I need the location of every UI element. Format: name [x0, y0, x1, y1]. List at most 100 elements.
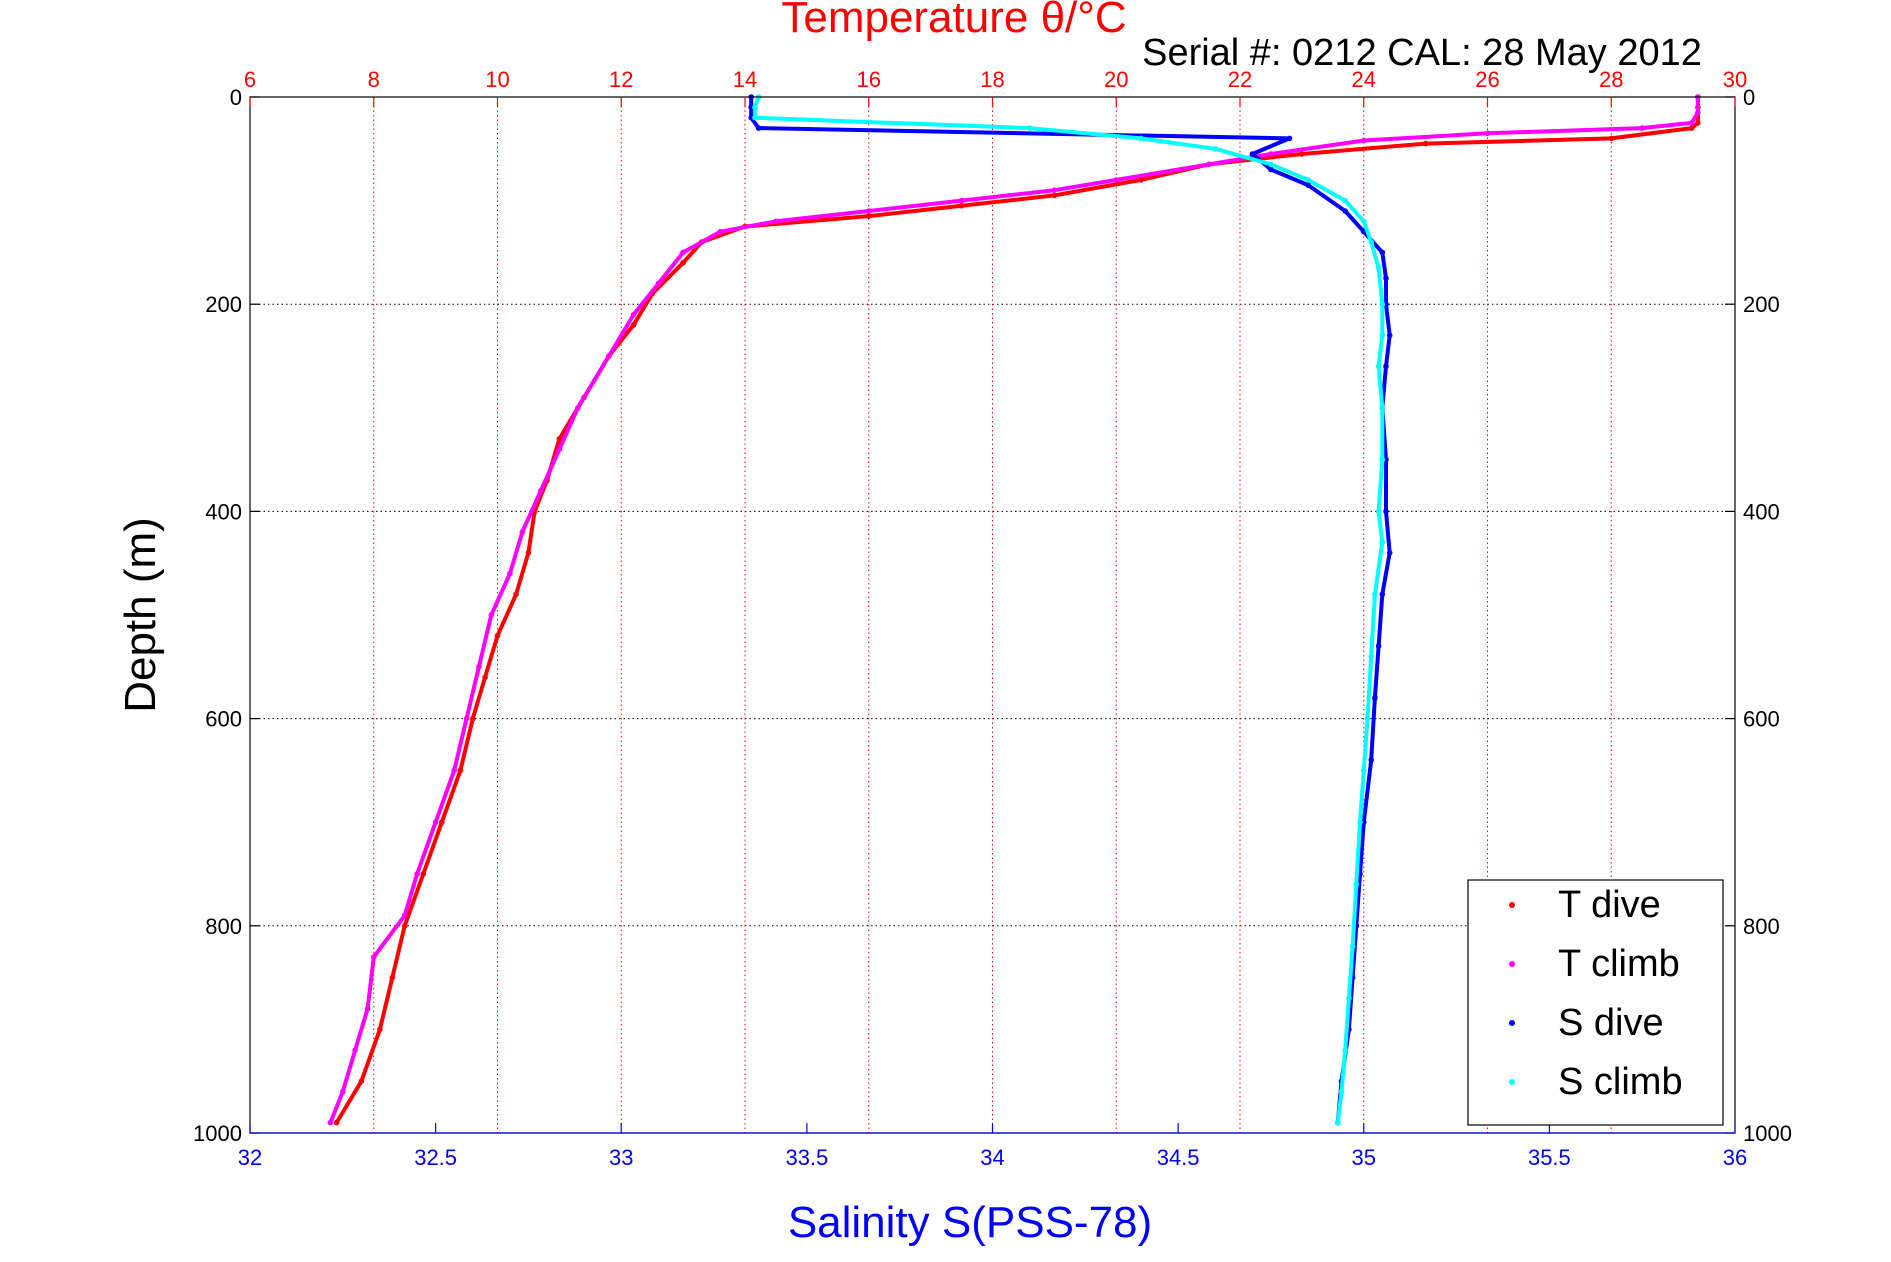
- data-point-s-dive: [1368, 757, 1374, 763]
- data-point-t-climb: [451, 767, 458, 774]
- legend-label-t-climb: T climb: [1558, 943, 1680, 985]
- temperature-tick-label: 26: [1475, 67, 1499, 92]
- data-point-t-climb: [519, 529, 526, 535]
- legend-marker-s-dive: [1509, 1020, 1515, 1026]
- data-point-t-dive: [1422, 140, 1429, 147]
- data-point-t-climb: [327, 1119, 334, 1126]
- data-point-t-dive: [556, 436, 563, 442]
- data-point-t-climb: [680, 249, 686, 256]
- data-point-t-dive: [401, 923, 408, 929]
- data-point-t-climb: [1206, 161, 1212, 168]
- data-point-t-dive: [1138, 177, 1144, 183]
- data-point-t-dive: [420, 871, 427, 877]
- data-point-s-dive: [1383, 508, 1389, 515]
- data-point-s-climb: [1364, 715, 1371, 722]
- data-point-s-climb: [1379, 456, 1386, 463]
- y-tick-label-right: 400: [1743, 499, 1780, 524]
- data-point-t-climb: [1695, 109, 1701, 116]
- y-tick-label-left: 0: [230, 85, 242, 110]
- data-point-s-dive: [1375, 643, 1382, 649]
- salinity-tick-label: 34.5: [1157, 1145, 1200, 1170]
- data-point-s-climb: [1338, 1088, 1345, 1095]
- data-point-s-climb: [1375, 508, 1382, 515]
- data-point-t-dive: [680, 260, 686, 266]
- salinity-tick-label: 32.5: [414, 1145, 457, 1170]
- data-point-s-climb: [1379, 539, 1386, 546]
- chart-subtitle: Serial #: 0212 CAL: 28 May 2012: [1142, 32, 1702, 74]
- y-tick-label-left: 400: [205, 499, 242, 524]
- temperature-tick-label: 18: [980, 67, 1004, 92]
- salinity-tick-label: 35.5: [1528, 1145, 1571, 1170]
- data-point-t-climb: [538, 487, 544, 494]
- data-point-t-climb: [507, 570, 513, 577]
- data-point-s-dive: [1372, 695, 1378, 701]
- y-tick-label-right: 600: [1743, 707, 1780, 732]
- y-tick-label-right: 1000: [1743, 1121, 1792, 1146]
- data-point-s-climb: [1346, 995, 1352, 1002]
- legend-label-t-dive: T dive: [1558, 884, 1661, 926]
- data-point-s-climb: [1138, 135, 1144, 142]
- temperature-tick-label: 24: [1352, 67, 1376, 92]
- y-tick-label-left: 600: [205, 707, 242, 732]
- data-point-s-climb: [1349, 943, 1356, 950]
- y-tick-label-left: 200: [205, 292, 242, 317]
- data-point-t-climb: [1268, 151, 1274, 157]
- data-point-s-climb: [1268, 161, 1274, 168]
- data-point-s-climb: [1026, 125, 1033, 131]
- data-point-s-dive: [1268, 166, 1274, 173]
- data-point-s-dive: [1342, 208, 1348, 214]
- data-point-t-climb: [1361, 137, 1367, 144]
- legend: T dive T climb S dive S climb: [1467, 879, 1724, 1126]
- data-point-t-climb: [1051, 187, 1058, 193]
- data-point-t-climb: [606, 353, 612, 359]
- data-point-t-dive: [377, 1026, 383, 1033]
- plot-data: [327, 94, 1701, 1126]
- data-point-s-climb: [1372, 591, 1378, 598]
- salinity-tick-label: 32: [238, 1145, 262, 1170]
- data-point-s-dive: [1286, 135, 1293, 142]
- temperature-tick-label: 22: [1228, 67, 1252, 92]
- legend-marker-s-climb: [1509, 1079, 1515, 1085]
- salinity-tick-label: 34: [980, 1145, 1004, 1170]
- data-point-s-dive: [1386, 550, 1393, 556]
- data-point-s-climb: [1353, 881, 1360, 888]
- temperature-tick-label: 6: [244, 67, 256, 92]
- data-point-s-climb: [1368, 239, 1374, 245]
- data-point-s-dive: [1383, 363, 1389, 370]
- y-axis-label: Depth (m): [116, 517, 165, 713]
- data-point-t-climb: [630, 311, 637, 318]
- data-point-t-climb: [866, 208, 872, 214]
- data-point-t-dive: [1299, 151, 1305, 157]
- data-point-t-climb: [1484, 130, 1491, 137]
- series-s-climb: [752, 94, 1386, 1126]
- y-tick-label-left: 800: [205, 914, 242, 939]
- data-point-t-climb: [340, 1088, 346, 1095]
- legend-label-s-climb: S climb: [1558, 1061, 1683, 1103]
- temperature-tick-label: 20: [1104, 67, 1128, 92]
- data-point-t-dive: [470, 715, 476, 722]
- data-point-t-dive: [482, 674, 488, 680]
- chart-title: Temperature θ/°C: [781, 0, 1126, 42]
- y-tick-label-right: 0: [1743, 85, 1755, 110]
- data-point-s-climb: [1361, 218, 1367, 225]
- data-point-s-climb: [1375, 265, 1382, 271]
- data-point-s-climb: [1379, 405, 1386, 411]
- data-point-t-climb: [958, 197, 965, 204]
- data-point-t-climb: [352, 1047, 359, 1053]
- data-point-t-dive: [439, 819, 445, 825]
- data-point-s-climb: [1305, 177, 1311, 183]
- data-point-t-dive: [389, 974, 396, 981]
- data-point-t-climb: [717, 228, 724, 235]
- data-point-t-climb: [1688, 120, 1695, 126]
- data-point-s-climb: [1375, 363, 1382, 370]
- data-point-t-dive: [525, 550, 532, 556]
- x-axis-label: Salinity S(PSS-78): [788, 1198, 1152, 1247]
- data-point-t-climb: [414, 871, 420, 877]
- data-point-t-climb: [401, 912, 408, 919]
- data-point-t-dive: [1695, 120, 1701, 126]
- temperature-tick-label: 28: [1599, 67, 1623, 92]
- series-t-climb: [327, 94, 1701, 1126]
- data-point-s-climb: [752, 104, 758, 111]
- data-point-s-climb: [1368, 653, 1374, 660]
- y-tick-label-right: 200: [1743, 292, 1780, 317]
